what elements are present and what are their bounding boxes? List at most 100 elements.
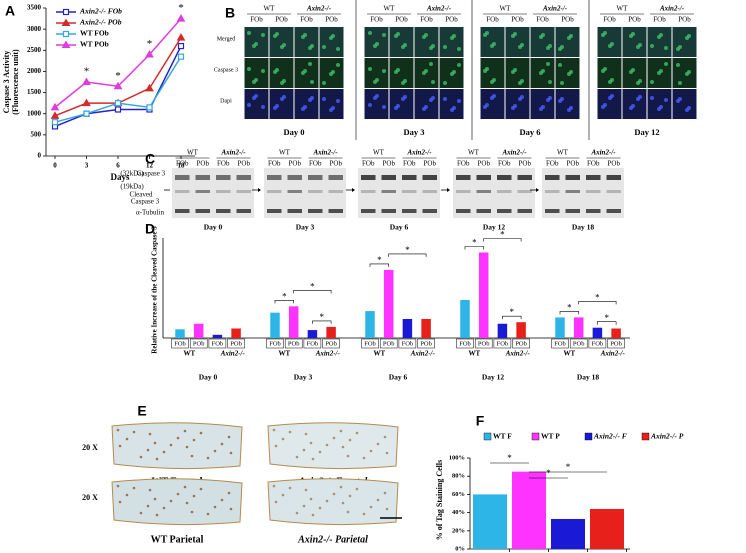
cell [401,81,405,85]
group-label: WT [184,350,196,358]
bar [212,334,223,338]
y-tick-label: 60% [452,491,465,498]
genotype-label: Axin2-/- [501,149,527,157]
bar-label: POb [478,340,490,347]
bar-label-box [303,338,322,349]
band [456,209,471,213]
bar [551,518,585,549]
micrograph [244,58,269,88]
band [606,209,621,213]
cell [567,72,571,76]
micrograph [622,89,647,119]
cell [394,34,398,38]
stained-cell [311,457,315,461]
bar [460,300,470,338]
cell [368,31,372,35]
band [402,175,417,180]
stained-cell [341,501,345,505]
cell [676,63,680,67]
cell [329,108,333,112]
cell [429,46,433,50]
cell [560,81,564,85]
bar-label-box [551,338,569,349]
stained-cell [295,511,299,515]
bar-label-box [398,338,417,349]
stained-cell [229,451,233,455]
cell-type-label: POb [238,160,251,168]
cell-type-label: FOb [403,160,416,168]
y-tick-label: 3500 [27,4,42,12]
band [586,209,601,213]
day-label: Day 18 [572,223,595,232]
bar-label-box [379,338,398,349]
stained-cell [355,431,359,435]
cell [422,107,426,111]
bar-label: FOb [592,340,604,347]
significance-bracket [312,320,332,324]
stained-cell [229,507,233,511]
cell [558,63,562,67]
band [216,175,231,180]
cell [608,44,612,48]
band [216,209,231,213]
stained-cell [116,428,120,432]
cell [636,45,640,49]
significance-mark: * [405,245,410,255]
cell [429,62,433,66]
legend-label: WT POb [80,40,109,49]
bar [270,312,280,338]
band [175,190,190,193]
bar-label-box [456,338,474,349]
cell-type-label: POb [628,16,641,24]
cell [546,62,550,66]
stained-cell [341,445,345,449]
bar [611,328,621,338]
cell [685,72,689,76]
stained-cell [309,497,313,501]
micrograph [505,27,530,57]
stained-cell [309,441,313,445]
band [517,209,532,213]
cell [322,97,326,101]
day-label: Day 12 [483,223,506,232]
band [381,175,396,180]
day-label: Day 3 [296,223,315,232]
significance-mark: * [500,230,505,240]
stained-cell [348,438,352,442]
cell-type-label: FOb [176,160,189,168]
band [361,209,376,213]
cell [368,67,372,71]
bar [421,319,431,338]
micrograph [555,27,580,57]
y-axis-label: Relative Increase of the Cleaved Caspase… [151,226,159,354]
stained-cell [302,448,306,452]
stained-cell [362,512,366,516]
cell-type-label: FOb [536,16,549,24]
bar [555,317,565,338]
cell [457,99,461,103]
band [195,190,210,193]
cell-type-label: FOb [300,16,313,24]
stained-cell [227,435,231,439]
band [497,209,512,213]
micrograph [294,89,319,119]
cell [431,80,435,84]
cell-type-label: FOb [362,160,375,168]
stained-cell [355,487,359,491]
micrograph [672,27,697,57]
bar [383,269,394,338]
stained-cell [183,429,187,433]
bar-label: POb [573,340,585,347]
stained-cell [383,491,387,495]
cell-type-label: POb [678,16,691,24]
cell [450,72,454,76]
x-tick-label: Day 3 [294,373,313,382]
cell [394,106,398,110]
band [195,209,210,213]
band [517,175,532,180]
arrow-head [536,188,539,192]
band [308,190,323,193]
band [476,190,491,193]
genotype-label: Axin2-/- [306,5,332,13]
stained-cell [348,494,352,498]
